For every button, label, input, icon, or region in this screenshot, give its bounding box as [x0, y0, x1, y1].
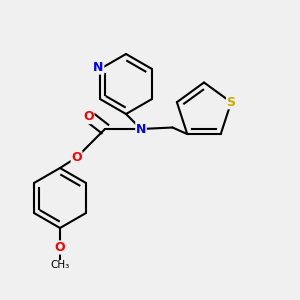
Text: O: O — [83, 110, 94, 124]
Text: S: S — [226, 96, 236, 109]
Text: O: O — [71, 151, 82, 164]
Text: O: O — [55, 241, 65, 254]
Text: CH₃: CH₃ — [50, 260, 70, 271]
Text: N: N — [136, 122, 146, 136]
Text: N: N — [93, 61, 104, 74]
